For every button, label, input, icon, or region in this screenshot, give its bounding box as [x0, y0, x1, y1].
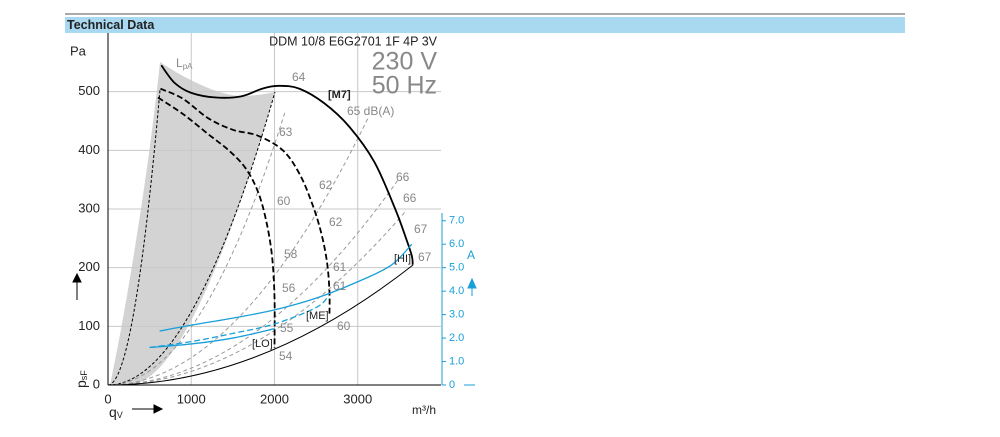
frequency: 50 Hz: [372, 72, 437, 100]
y-label-main: p: [73, 380, 89, 388]
y2-tick-label: 5.0: [449, 262, 464, 274]
y2-tick-label: 1.0: [449, 355, 464, 367]
y2-tick-label: 2.0: [449, 332, 464, 344]
db-annotation: 62: [329, 215, 343, 229]
y-unit: Pa: [70, 43, 87, 58]
db-annotation: 65 dB(A): [347, 104, 394, 118]
series-line: [160, 64, 414, 265]
y-tick-label: 500: [78, 83, 100, 98]
y-label: psF: [73, 370, 90, 388]
x-tick-label: 3000: [343, 391, 372, 406]
db-annotation: 56: [282, 281, 296, 295]
y-tick-label: 200: [78, 259, 100, 274]
x-tick-label: 0: [104, 391, 111, 406]
db-annotation: 62: [319, 178, 333, 192]
y-label-sub: sF: [79, 370, 89, 381]
y-tick-label: 100: [78, 318, 100, 333]
series-line: [149, 328, 275, 349]
header-title: Technical Data: [67, 18, 155, 32]
db-annotation: 63: [279, 125, 293, 139]
chart-title: DDM 10/8 E6G2701 1F 4P 3V: [269, 34, 438, 48]
db-annotation: 64: [292, 70, 306, 84]
x-label: qV: [109, 404, 123, 421]
system-curve: [107, 211, 406, 386]
y2-tick-label: 6.0: [449, 238, 464, 250]
y2-tick-label: 3.0: [449, 309, 464, 321]
db-annotation: 61: [333, 260, 347, 274]
series-line: [160, 87, 331, 315]
db-annotation: 66: [403, 191, 417, 205]
series-line: [149, 295, 330, 349]
system-curve: [107, 91, 276, 386]
noise-region: [110, 62, 275, 385]
system-curve: [107, 111, 286, 386]
y-arrow: [72, 272, 82, 300]
y-tick-label: 300: [78, 200, 100, 215]
curve-label: [M7]: [328, 89, 351, 101]
x-tick-label: 2000: [260, 391, 289, 406]
header-band: [65, 17, 905, 33]
db-annotation: 60: [277, 194, 291, 208]
x-label-sub: V: [117, 410, 123, 420]
region-label-sub: pA: [183, 62, 193, 71]
curve-label: [ME]: [306, 310, 329, 322]
db-annotation: 66: [396, 170, 410, 184]
db-annotation: 58: [284, 247, 298, 261]
curve-label: [LO]: [252, 338, 273, 350]
series-line: [157, 96, 276, 349]
x-label-main: q: [109, 404, 117, 420]
db-annotation: 67: [414, 222, 428, 236]
db-annotation: 60: [337, 319, 351, 333]
x-unit: m³/h: [412, 403, 436, 417]
db-annotation: 61: [333, 279, 347, 293]
system-curve: [107, 264, 414, 386]
x-arrow: [132, 404, 164, 414]
y2-tick-label: 0: [449, 379, 455, 391]
y-tick-label: 400: [78, 142, 100, 157]
system-curve: [107, 117, 369, 386]
region-label: LpA: [176, 56, 193, 71]
y2-unit: A: [467, 248, 475, 262]
y2-tick-label: 4.0: [449, 285, 464, 297]
curve-label: [HI]: [394, 253, 411, 265]
y2-tick-label: 7.0: [449, 215, 464, 227]
y2-arrow: [467, 277, 477, 296]
region-label-main: L: [176, 56, 183, 70]
db-annotation: 55: [280, 321, 294, 335]
y-tick-label: 0: [93, 376, 100, 391]
x-tick-label: 1000: [177, 391, 206, 406]
voltage: 230 V: [372, 48, 438, 76]
db-annotation: 54: [279, 349, 293, 363]
series-line: [159, 243, 413, 332]
system-curve: [107, 89, 161, 386]
db-annotation: 67: [418, 250, 432, 264]
